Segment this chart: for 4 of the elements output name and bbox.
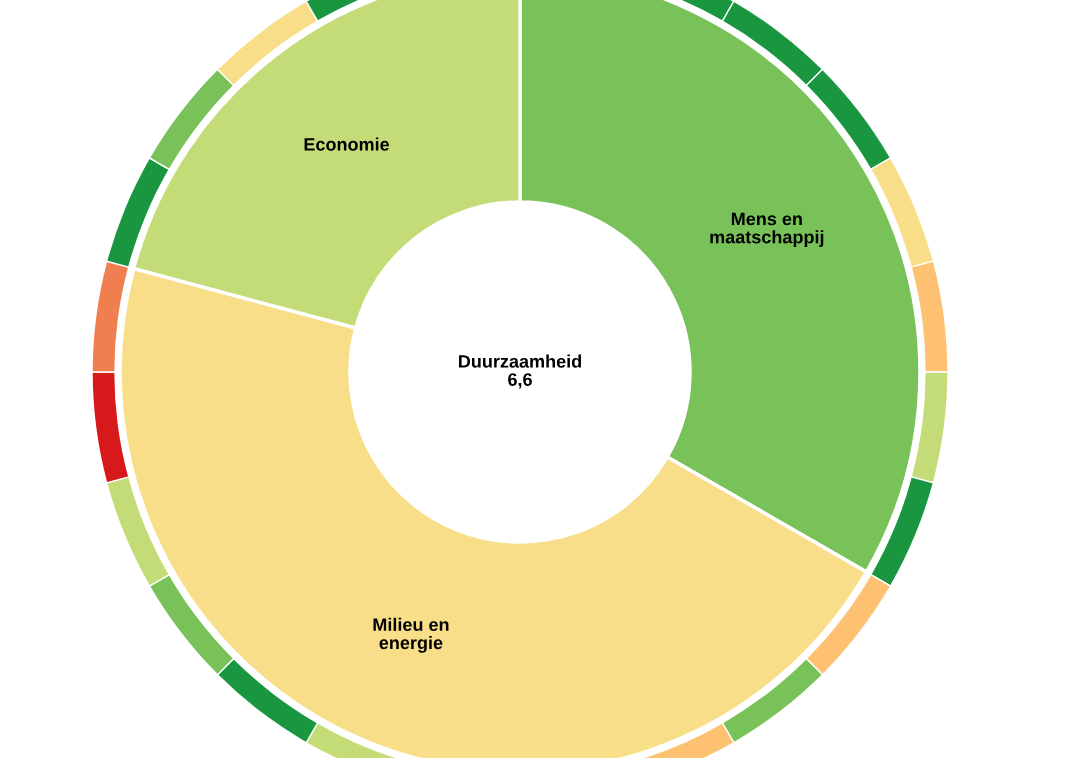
text: Milieu en energie: [373, 617, 449, 653]
text: Economie: [304, 137, 390, 151]
text: Mens en maatschappij: [710, 212, 824, 247]
text: Duurzaamheid 6,6: [459, 354, 582, 389]
